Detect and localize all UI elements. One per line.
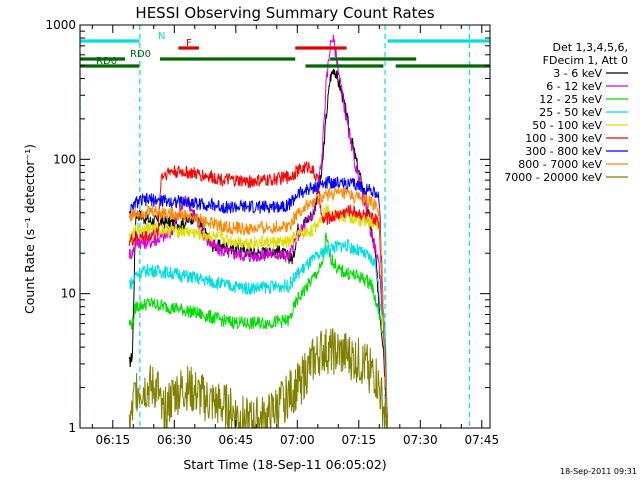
series-layer — [128, 34, 388, 430]
flag-label-f: F — [186, 38, 192, 49]
legend: Det 1,3,4,5,6,FDecim 1, Att 03 - 6 keV6 … — [504, 41, 628, 184]
series-line-9 — [128, 328, 388, 430]
legend-entry-label: 800 - 7000 keV — [518, 158, 602, 171]
flag-label-rd0: RD0 — [130, 49, 151, 60]
legend-entry-label: 3 - 6 keV — [553, 67, 602, 80]
legend-entry-label: 100 - 300 keV — [525, 132, 602, 145]
legend-entry-label: 300 - 800 keV — [525, 145, 602, 158]
x-tick-label: 06:30 — [157, 433, 192, 447]
series-line-7 — [128, 175, 388, 425]
series-line-6 — [128, 161, 388, 429]
flag-label-n: N — [158, 31, 165, 42]
x-tick-label: 06:15 — [96, 433, 131, 447]
x-tick-label: 07:30 — [403, 433, 438, 447]
y-tick-label: 1 — [68, 421, 76, 435]
legend-entry-label: 25 - 50 keV — [539, 106, 602, 119]
series-line-3 — [128, 232, 388, 427]
y-tick-label: 100 — [53, 152, 76, 166]
axes-layer: 1 10 100 1000 06:15 06:30 06:45 07:00 07:15 07:30… — [45, 18, 499, 447]
legend-entry-label: 50 - 100 keV — [532, 119, 602, 132]
series-line-4 — [128, 238, 388, 429]
series-line-1 — [128, 68, 388, 428]
plot-frame — [79, 24, 491, 429]
flag-bars-layer: N F RD0 RD6 — [80, 31, 490, 68]
series-line-2 — [128, 34, 388, 429]
flag-label-rd6: RD6 — [96, 56, 117, 67]
legend-entry-label: 7000 - 20000 keV — [504, 171, 602, 184]
y-axis-label: Count Rate (s⁻¹ detector⁻¹) — [22, 144, 37, 314]
x-tick-label: 07:15 — [342, 433, 377, 447]
legend-header-line: Det 1,3,4,5,6, — [552, 41, 628, 54]
x-axis-label: Start Time (18-Sep-11 06:05:02) — [183, 457, 386, 472]
y-tick-label: 10 — [61, 287, 76, 301]
series-line-8 — [128, 186, 388, 429]
legend-entry-label: 6 - 12 keV — [546, 80, 602, 93]
chart-title: HESSI Observing Summary Count Rates — [135, 4, 434, 22]
x-tick-label: 07:45 — [465, 433, 500, 447]
legend-entry-label: 12 - 25 keV — [539, 93, 602, 106]
legend-header-line: FDecim 1, Att 0 — [543, 54, 628, 67]
y-tick-label: 1000 — [45, 18, 76, 32]
x-tick-label: 06:45 — [219, 433, 254, 447]
footer-timestamp: 18-Sep-2011 09:31 — [560, 467, 637, 476]
x-tick-label: 07:00 — [280, 433, 315, 447]
